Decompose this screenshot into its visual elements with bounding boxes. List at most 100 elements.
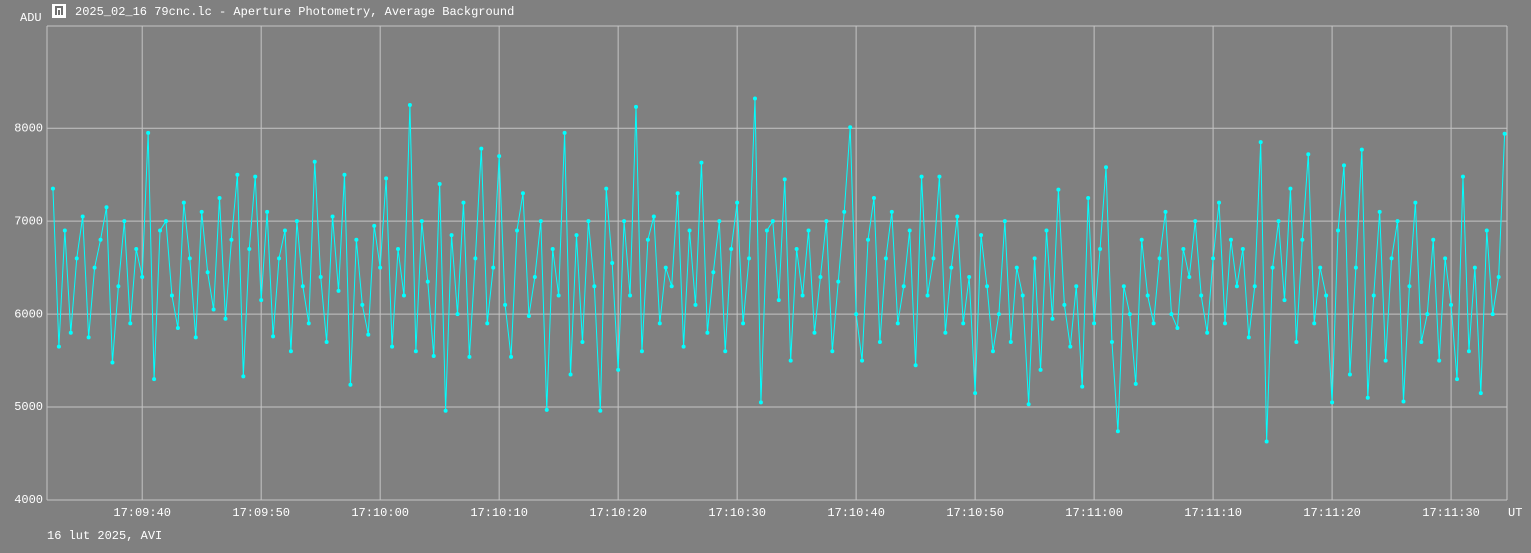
data-point — [985, 284, 990, 289]
data-point — [259, 298, 264, 303]
data-point — [1080, 384, 1085, 389]
data-point — [211, 307, 216, 312]
data-point — [485, 321, 490, 326]
data-point — [580, 340, 585, 344]
data-point — [294, 219, 299, 224]
data-point — [1365, 395, 1370, 400]
data-point — [729, 247, 734, 252]
data-point — [931, 256, 936, 261]
data-point — [1496, 274, 1501, 279]
data-point — [324, 340, 329, 344]
data-point — [979, 233, 984, 238]
data-point — [413, 349, 418, 354]
data-point — [330, 214, 335, 219]
data-point — [628, 293, 633, 298]
data-point — [526, 313, 531, 318]
data-point — [877, 340, 882, 344]
data-point — [806, 228, 811, 233]
data-point — [396, 247, 401, 252]
x-tick-label: 17:09:40 — [113, 506, 171, 520]
data-point — [568, 372, 573, 377]
data-point — [699, 160, 704, 165]
data-point — [431, 353, 436, 358]
data-point — [949, 265, 954, 270]
data-point — [1014, 265, 1019, 270]
data-point — [1145, 293, 1150, 298]
data-point — [967, 274, 972, 279]
data-point — [1193, 219, 1198, 224]
data-point — [1240, 247, 1245, 252]
data-point — [1377, 209, 1382, 214]
data-point — [598, 408, 603, 413]
data-point — [80, 214, 85, 219]
data-point — [610, 261, 615, 265]
data-point — [1389, 256, 1394, 261]
data-point — [925, 293, 930, 298]
data-point — [205, 270, 210, 275]
data-point — [1062, 302, 1067, 307]
data-point — [1139, 237, 1144, 242]
data-point — [288, 349, 293, 354]
data-point — [1353, 265, 1358, 270]
data-point — [639, 349, 644, 354]
data-point — [1092, 321, 1097, 326]
data-point — [973, 391, 978, 396]
data-point — [1163, 209, 1168, 214]
data-point — [1472, 265, 1477, 270]
data-point — [407, 103, 412, 107]
data-point — [1109, 340, 1114, 344]
data-point — [104, 205, 109, 210]
data-point — [889, 209, 894, 214]
data-point — [913, 363, 918, 368]
data-point — [1431, 237, 1436, 242]
data-point — [860, 358, 865, 363]
data-point — [515, 228, 520, 233]
data-point — [562, 130, 567, 135]
data-point — [419, 219, 424, 224]
data-point — [1181, 247, 1186, 252]
data-point — [1169, 312, 1174, 317]
data-point — [1443, 256, 1448, 261]
data-point — [443, 408, 448, 413]
data-point — [1425, 312, 1430, 317]
data-point — [1020, 293, 1025, 298]
x-tick-label: 17:10:20 — [589, 506, 647, 520]
data-point — [675, 191, 680, 196]
data-point — [1086, 195, 1091, 200]
data-point — [1336, 228, 1341, 233]
data-point — [1056, 187, 1061, 192]
data-point — [663, 265, 668, 270]
data-point — [1068, 344, 1073, 349]
data-point — [199, 209, 204, 214]
data-point — [812, 330, 817, 335]
data-point — [253, 174, 258, 179]
data-point — [265, 209, 270, 214]
data-point — [1258, 140, 1263, 145]
data-point — [372, 223, 377, 228]
data-point — [1395, 219, 1400, 224]
data-point — [1413, 200, 1418, 205]
x-tick-label: 17:11:20 — [1303, 506, 1361, 520]
data-point — [193, 335, 198, 340]
data-point — [532, 274, 537, 279]
y-tick-label: 8000 — [14, 121, 43, 135]
data-point — [241, 374, 246, 379]
data-point — [1246, 335, 1251, 340]
data-point — [1318, 265, 1323, 270]
data-point — [937, 174, 942, 179]
data-point — [354, 237, 359, 242]
data-point — [175, 326, 180, 331]
data-point — [604, 186, 609, 191]
data-point — [1466, 349, 1471, 354]
data-point — [56, 344, 61, 349]
data-point — [717, 219, 722, 224]
data-point — [711, 270, 716, 275]
data-point — [1098, 247, 1103, 252]
data-point — [681, 344, 686, 349]
x-axis-label: UT — [1508, 506, 1522, 520]
data-point — [1175, 326, 1180, 331]
data-point — [128, 321, 133, 326]
data-point — [390, 344, 395, 349]
x-tick-label: 17:10:10 — [470, 506, 528, 520]
data-point — [479, 146, 484, 151]
